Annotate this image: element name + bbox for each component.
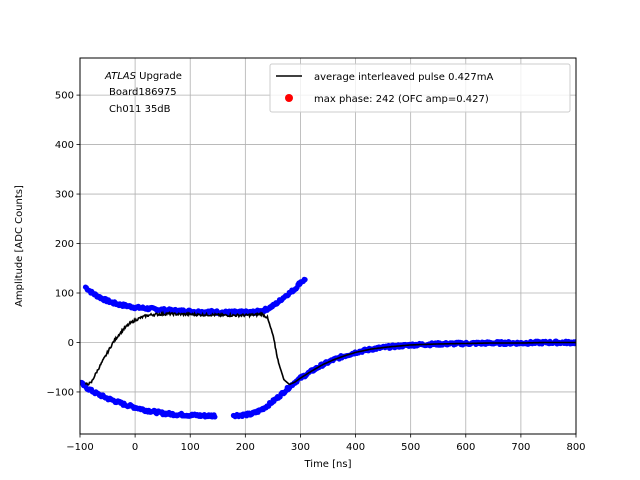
y-tick-label: 400 bbox=[55, 140, 74, 151]
x-tick-label: 100 bbox=[181, 442, 200, 453]
x-tick-label: −100 bbox=[66, 442, 93, 453]
y-axis-label: Amplitude [ADC Counts] bbox=[14, 185, 25, 307]
y-tick-label: 500 bbox=[55, 91, 74, 102]
annotation-upgrade: Upgrade bbox=[136, 71, 182, 82]
y-tick-label: 300 bbox=[55, 190, 74, 201]
annotation-line-1: ATLAS Upgrade bbox=[104, 71, 182, 82]
x-tick-label: 300 bbox=[291, 442, 310, 453]
axes-frame bbox=[79, 57, 577, 435]
y-tick-label: 200 bbox=[55, 239, 74, 250]
x-tick-label: 700 bbox=[511, 442, 530, 453]
plot-clip-group bbox=[80, 276, 576, 420]
y-tick-label: 100 bbox=[55, 289, 74, 300]
axis-ticks: −100 0 100 200 300 400 500 600 700 800 −100 0 100 200… bbox=[47, 91, 586, 453]
x-tick-label: 800 bbox=[566, 442, 585, 453]
legend-entry-max-phase: max phase: 242 (OFC amp=0.427) bbox=[314, 94, 489, 105]
legend: average interleaved pulse 0.427mA max ph… bbox=[269, 63, 571, 113]
upper-branch-point bbox=[302, 277, 308, 283]
legend-dot-swatch bbox=[285, 94, 293, 102]
average-pulse-line bbox=[84, 310, 576, 386]
x-tick-label: 500 bbox=[401, 442, 420, 453]
x-tick-label: 200 bbox=[236, 442, 255, 453]
x-tick-label: 600 bbox=[456, 442, 475, 453]
x-tick-label: 0 bbox=[132, 442, 138, 453]
annotation-line-3: Ch011 35dB bbox=[109, 104, 171, 115]
atlas-annotation: ATLAS Upgrade Board186975 Ch011 35dB bbox=[104, 71, 182, 115]
y-tick-label: −100 bbox=[47, 387, 74, 398]
annotation-line-2: Board186975 bbox=[109, 87, 177, 98]
legend-box bbox=[269, 63, 571, 113]
x-axis-label: Time [ns] bbox=[303, 459, 351, 470]
annotation-atlas: ATLAS bbox=[104, 71, 137, 82]
lower-branch-point bbox=[212, 414, 218, 420]
plot-area bbox=[80, 276, 576, 420]
x-tick-label: 400 bbox=[346, 442, 365, 453]
y-tick-label: 0 bbox=[68, 338, 74, 349]
legend-entry-average-pulse: average interleaved pulse 0.427mA bbox=[314, 72, 493, 83]
